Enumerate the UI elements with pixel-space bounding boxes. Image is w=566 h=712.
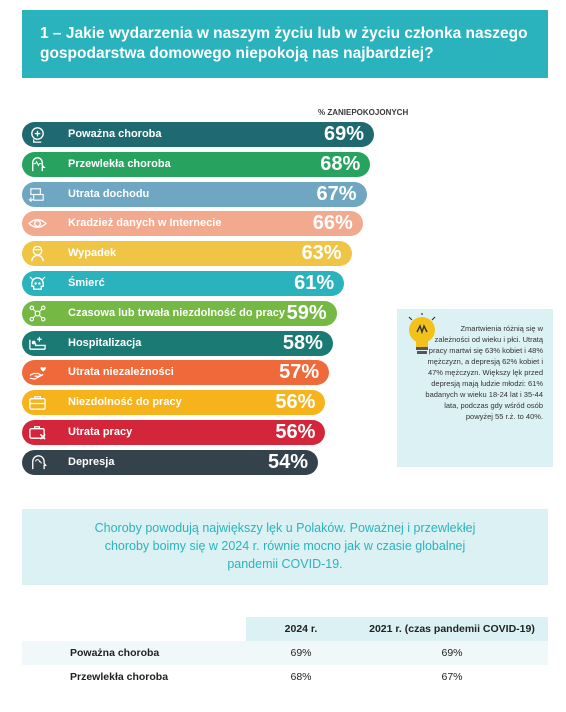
bar-value: 58% [282,331,323,354]
tip-text: Zmartwienia różnią się w zależności od w… [425,324,543,421]
bar: Utrata niezależności 57% [22,360,330,386]
bar: Niezdolność do pracy 56% [22,390,326,416]
table-header-2024: 2024 r. [246,617,356,641]
bar-label: Utrata pracy [68,426,133,438]
bar: Czasowa lub trwała niezdolność do pracy 5… [22,300,337,326]
skull-icon [28,274,47,293]
bar: Utrata dochodu 67% [22,181,367,207]
tip-box: Zmartwienia różnią się w zależności od w… [397,309,553,467]
head-heartbeat-icon [28,155,47,174]
bar-label: Utrata niezależności [68,366,174,379]
table-header-blank [22,617,246,641]
comparison-table: 2024 r. 2021 r. (czas pandemii COVID-19)… [22,617,548,689]
bar: Poważna choroba 69% [22,122,374,147]
summary-box: Choroby powodują największy lęk u Polakó… [22,509,548,585]
bar-value: 61% [294,272,335,294]
bar-label: Śmierć [68,277,105,289]
bar: Śmierć 61% [22,271,345,296]
bar: Przewlekła choroba 68% [22,151,371,177]
table-cell-2021: 67% [441,671,463,683]
bar-value: 54% [267,450,308,473]
bar: Kradzież danych w Internecie 66% [22,211,363,237]
briefcase-cross-icon [28,423,47,442]
money-down-icon [28,185,47,204]
bar-label: Wypadek [68,247,117,260]
bar-label: Utrata dochodu [68,187,150,200]
bar-value: 69% [323,123,364,145]
question-header: 1 – Jakie wydarzenia w naszym życiu lub … [22,10,548,78]
table-header-2021: 2021 r. (czas pandemii COVID-19) [356,617,548,641]
table-cell-name: Przewlekła choroba [70,671,169,683]
briefcase-icon [28,393,47,412]
table-header-row: 2024 r. 2021 r. (czas pandemii COVID-19) [22,617,548,641]
hospital-bed-icon [28,334,47,353]
table-cell-name: Poważna choroba [22,641,246,665]
table-row: Poważna choroba 69% 69% [22,641,548,665]
table-cell-2024: 68% [290,671,312,683]
table-cell-2021: 69% [356,641,548,665]
injured-person-icon [28,244,47,263]
bar-value: 66% [312,212,353,235]
head-medical-icon [28,125,47,144]
table-cell-2024: 69% [246,641,356,665]
bar: Hospitalizacja 58% [22,330,333,356]
person-network-icon [28,304,47,323]
table-row: Przewlekła choroba 68% 67% [22,665,548,689]
summary-text: Choroby powodują największy lęk u Polakó… [94,521,476,571]
eye-icon [27,214,48,233]
bar: Depresja 54% [22,449,318,475]
bar-value: 59% [286,301,327,324]
bar-value: 63% [301,242,342,265]
question-title: 1 – Jakie wydarzenia w naszym życiu lub … [40,25,528,62]
bar-label: Czasowa lub trwała niezdolność do pracy [68,306,285,319]
bar-value: 56% [275,421,316,443]
bar-label: Hospitalizacja [68,336,142,349]
bar-label: Depresja [68,455,115,468]
bar-value: 56% [275,391,316,414]
bar: Wypadek 63% [22,241,352,267]
lightbulb-icon [405,313,439,357]
bar-label: Przewlekła choroba [68,157,171,170]
bar: Utrata pracy 56% [22,420,326,445]
bar-label: Poważna choroba [68,128,162,140]
helping-hand-icon [28,363,47,382]
bar-value: 57% [279,361,320,384]
head-brain-icon [28,453,47,472]
bar-label: Niezdolność do pracy [68,396,182,409]
column-label: % ZANIEPOKOJONYCH [318,108,409,117]
bar-value: 68% [320,152,361,175]
bar-label: Kradzież danych w Internecie [68,217,222,230]
bar-value: 67% [316,182,357,205]
